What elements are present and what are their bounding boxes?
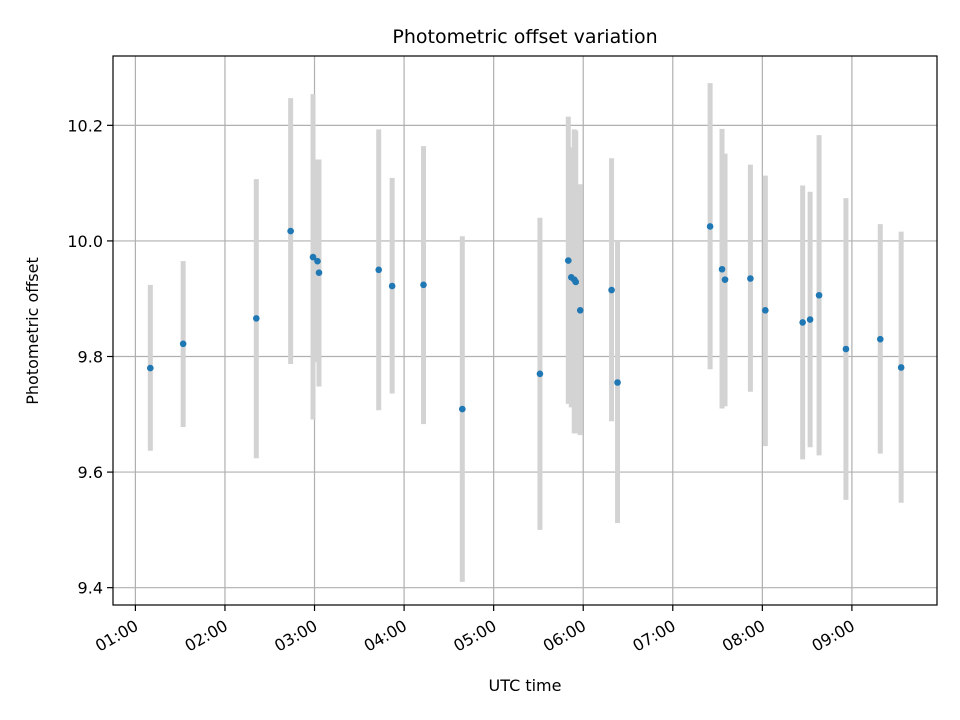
data-point [897,364,905,371]
data-points [147,223,905,413]
data-point [309,253,317,261]
data-point [253,315,260,322]
y-axis-title: Photometric offset [23,257,42,405]
data-point [572,278,580,286]
data-point [721,276,729,283]
y-tick-label: 9.8 [78,348,103,367]
y-tick-label: 10.0 [67,232,103,251]
data-point [315,269,323,277]
grid [113,56,937,605]
data-point [459,405,466,413]
data-point [576,306,584,314]
data-point [420,281,427,289]
data-point [762,306,769,314]
y-tick-label: 9.4 [78,579,103,598]
data-point [876,335,884,343]
data-point [608,286,615,294]
chart-title: Photometric offset variation [392,26,657,48]
y-tick-label: 10.2 [67,116,103,135]
data-point [718,265,726,273]
data-point [314,257,321,265]
data-point [536,370,544,378]
data-point [747,275,754,282]
data-point [815,291,823,299]
plot-frame [112,55,938,606]
data-point [388,282,396,290]
data-point [614,379,621,386]
data-point [179,340,187,348]
data-point [799,319,806,326]
y-tick-label: 9.6 [78,463,103,482]
data-point [375,266,383,274]
data-point [564,257,572,264]
data-point [842,345,850,353]
x-axis-title: UTC time [489,676,562,695]
y-axis: 9.4 9.6 9.8 10.0 10.2 [67,116,113,598]
data-point [147,364,154,372]
data-point [806,316,814,323]
data-point [287,227,294,235]
data-point [706,223,714,230]
